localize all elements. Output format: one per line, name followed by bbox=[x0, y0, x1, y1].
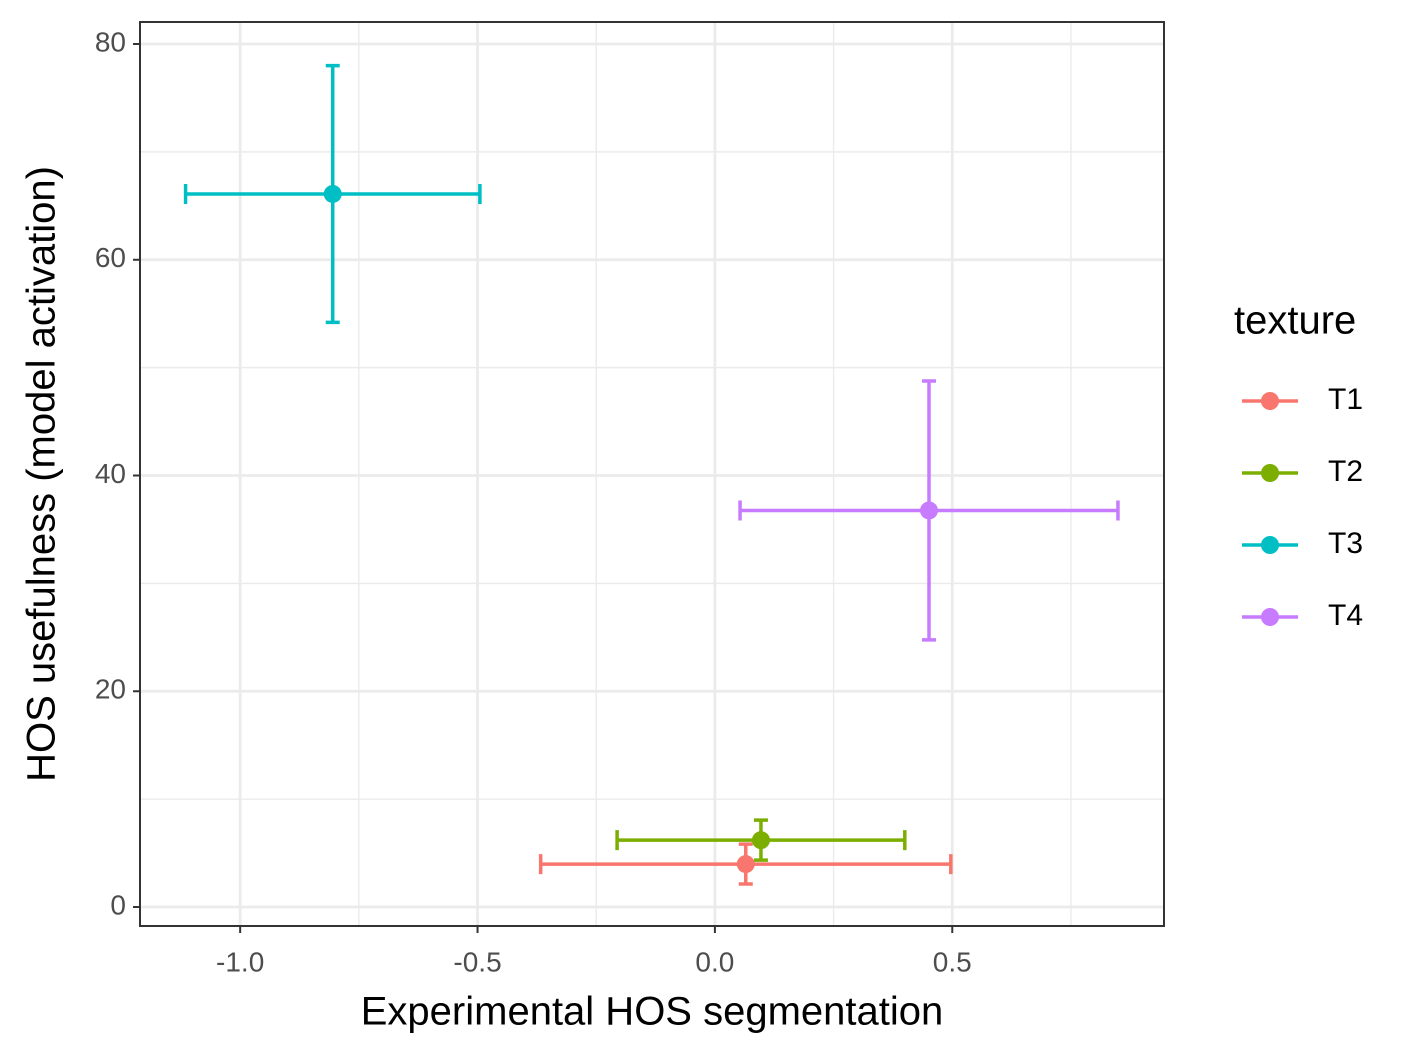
series-group bbox=[615, 818, 907, 862]
y-tick-label: 0 bbox=[110, 889, 126, 920]
legend-label: T3 bbox=[1328, 527, 1363, 560]
point bbox=[736, 855, 755, 874]
legend-point bbox=[1261, 464, 1279, 482]
x-axis-title: Experimental HOS segmentation bbox=[361, 990, 944, 1034]
x-tick-label: -0.5 bbox=[453, 946, 501, 977]
x-tick-label: 0.5 bbox=[933, 946, 972, 977]
legend-point bbox=[1261, 608, 1279, 626]
y-tick-label: 40 bbox=[95, 458, 126, 489]
legend-label: T1 bbox=[1328, 383, 1363, 416]
y-tick-label: 60 bbox=[95, 242, 126, 273]
legend-label: T4 bbox=[1328, 599, 1363, 632]
series-group bbox=[738, 379, 1120, 642]
y-tick-label: 20 bbox=[95, 674, 126, 705]
point bbox=[751, 831, 770, 850]
y-tick-label: 80 bbox=[95, 26, 126, 57]
y-axis-title: HOS usefulness (model activation) bbox=[20, 166, 64, 782]
panel-border bbox=[139, 21, 1165, 927]
point bbox=[920, 501, 939, 520]
legend-title: texture bbox=[1234, 299, 1356, 343]
legend-point bbox=[1261, 536, 1279, 554]
series-group bbox=[538, 842, 953, 886]
x-tick-label: 0.0 bbox=[695, 946, 734, 977]
legend-label: T2 bbox=[1328, 455, 1363, 488]
point bbox=[323, 184, 342, 203]
series-group bbox=[183, 63, 482, 325]
legend-point bbox=[1261, 392, 1279, 410]
x-tick-label: -1.0 bbox=[216, 946, 264, 977]
